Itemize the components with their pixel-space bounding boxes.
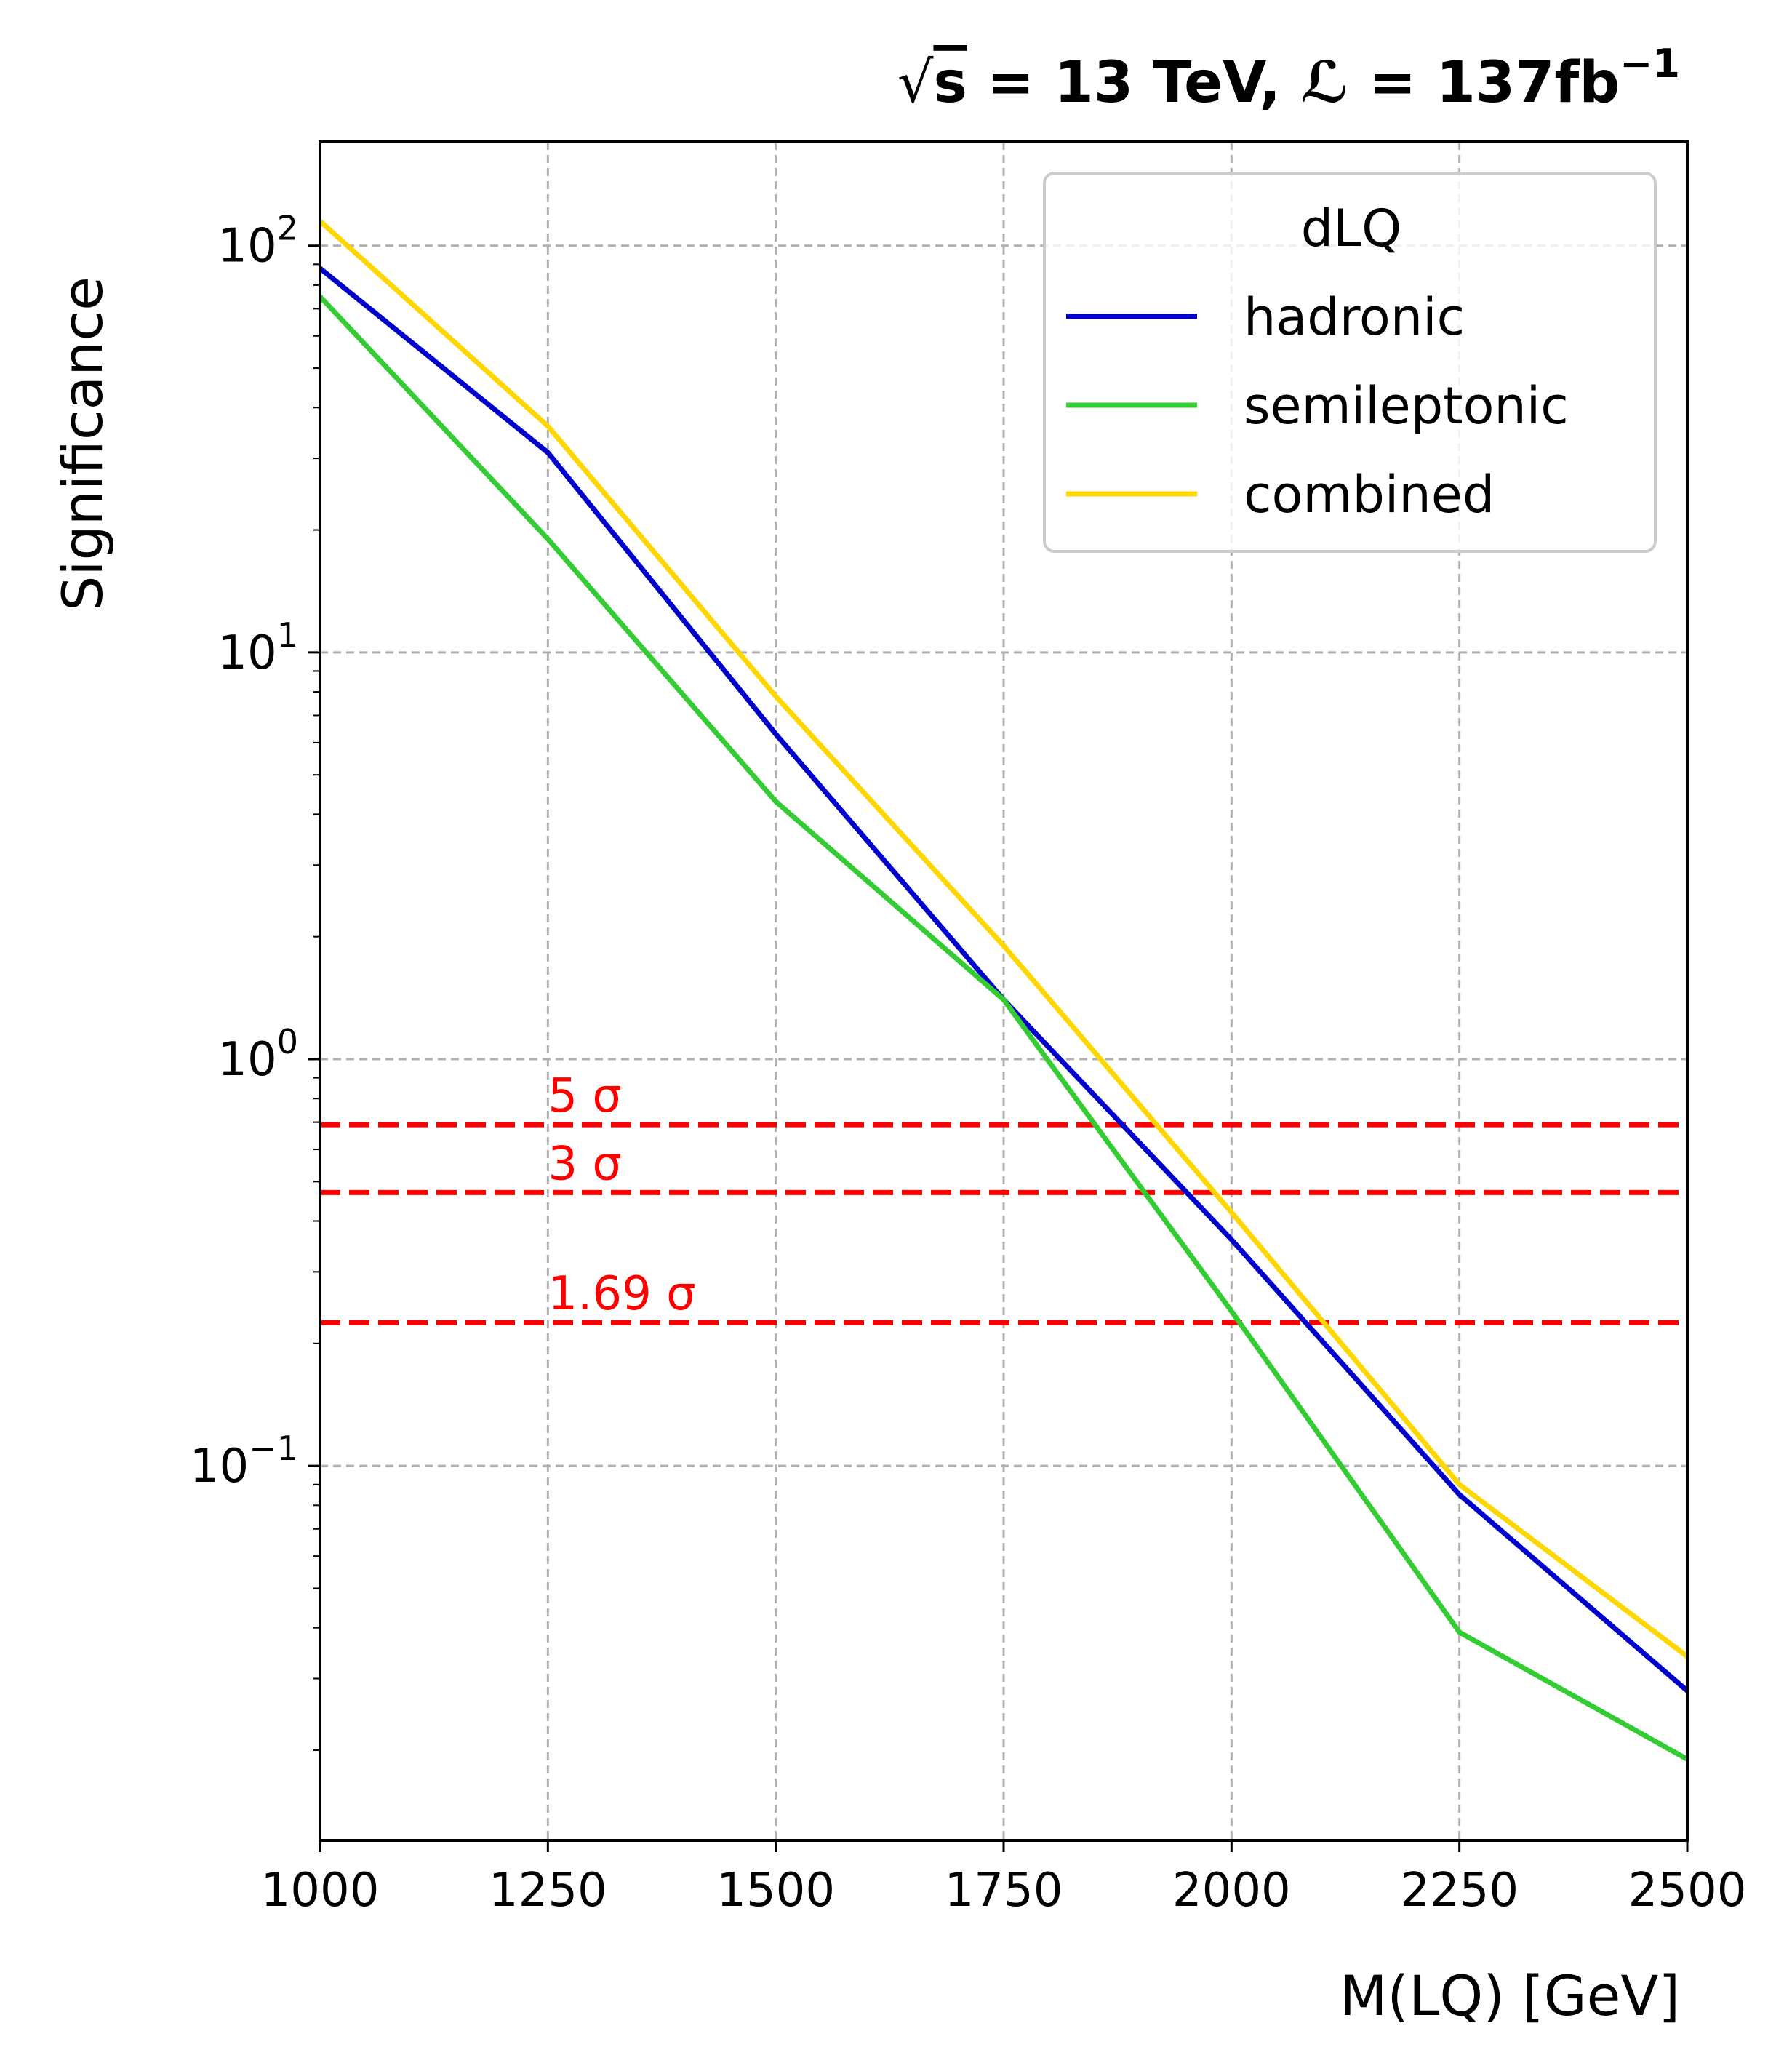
title-sqrt: √ xyxy=(897,50,934,116)
legend-box xyxy=(1043,172,1657,553)
tick-labels: 1000 1250 1500 1750 2000 2250 2500 102 101 100 10−… xyxy=(190,209,1747,1918)
chart-title: √s = 13 TeV, ℒ = 137fb−1 xyxy=(897,41,1680,116)
y-axis-label: Significance xyxy=(50,276,115,611)
title-superscript: −1 xyxy=(1620,41,1680,87)
x-tick-label: 2500 xyxy=(1628,1864,1747,1918)
legend: dLQ hadronic semileptonic combined xyxy=(1043,172,1657,553)
y-tick-label: 100 xyxy=(217,1022,298,1087)
y-tick-label: 10−1 xyxy=(190,1429,298,1493)
title-s: s xyxy=(933,50,967,116)
series-lines xyxy=(318,219,1689,1762)
reference-line-label: 3 σ xyxy=(548,1137,622,1191)
plot-frame xyxy=(319,140,1689,1842)
legend-label-semileptonic: semileptonic xyxy=(1244,376,1569,436)
reference-line-label: 5 σ xyxy=(548,1069,622,1123)
y-tick-label: 102 xyxy=(217,209,298,274)
legend-label-hadronic: hadronic xyxy=(1244,287,1465,347)
x-tick-label: 2000 xyxy=(1172,1864,1291,1918)
x-tick-label: 1250 xyxy=(489,1864,607,1918)
series-line-combined xyxy=(318,219,1689,1659)
reference-line-label: 1.69 σ xyxy=(548,1267,695,1321)
x-tick-label: 1750 xyxy=(945,1864,1063,1918)
x-axis-label: M(LQ) [GeV] xyxy=(1340,1963,1680,2028)
x-tick-label: 1000 xyxy=(261,1864,380,1918)
legend-label-combined: combined xyxy=(1244,465,1495,524)
legend-title: dLQ xyxy=(1301,199,1402,258)
reference-lines: 5 σ 3 σ 1.69 σ xyxy=(320,1069,1687,1325)
x-tick-label: 1500 xyxy=(716,1864,835,1918)
y-tick-label: 101 xyxy=(217,615,298,680)
title-main: = 13 TeV, ℒ = 137fb xyxy=(967,50,1620,116)
x-tick-label: 2250 xyxy=(1400,1864,1519,1918)
series-line-semileptonic xyxy=(318,295,1689,1762)
